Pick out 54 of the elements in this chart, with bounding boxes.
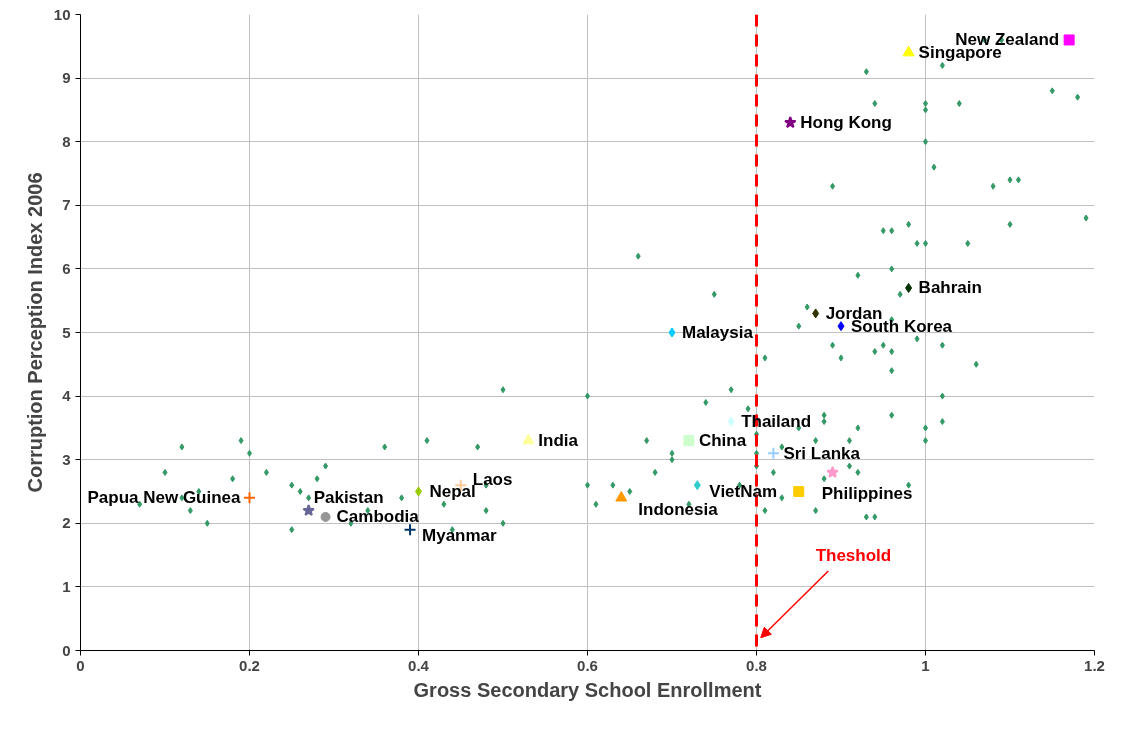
series-label: Philippines bbox=[821, 484, 913, 503]
point bbox=[784, 116, 797, 129]
y-tick-label: 6 bbox=[62, 259, 71, 277]
point bbox=[615, 491, 628, 502]
y-tick-label: 4 bbox=[62, 387, 72, 405]
y-tick-label: 3 bbox=[62, 450, 71, 468]
x-tick-label: 1 bbox=[921, 656, 930, 674]
series-label: Papua New Guinea bbox=[87, 488, 242, 508]
y-tick-label: 7 bbox=[62, 196, 71, 214]
x-tick-label: 0.2 bbox=[239, 656, 260, 674]
point bbox=[905, 282, 913, 293]
series-label: Sri Lanka bbox=[783, 443, 861, 463]
point bbox=[826, 465, 839, 478]
y-tick-label: 10 bbox=[53, 5, 71, 23]
x-tick-label: 0.6 bbox=[577, 656, 598, 674]
point bbox=[902, 45, 915, 57]
series-label: China bbox=[698, 431, 747, 451]
ref-line-label: Theshold bbox=[815, 545, 892, 565]
point bbox=[320, 511, 331, 522]
y-axis-title: Corruption Perception Index 2006 bbox=[23, 172, 46, 493]
point bbox=[1063, 34, 1075, 46]
series-label: India bbox=[538, 431, 579, 451]
x-tick-label: 0 bbox=[76, 656, 85, 674]
point bbox=[727, 416, 735, 427]
series-label: Bahrain bbox=[918, 278, 982, 298]
x-tick-label: 0.4 bbox=[408, 656, 430, 674]
y-tick-label: 0 bbox=[62, 641, 71, 659]
point bbox=[766, 446, 780, 460]
point bbox=[522, 433, 535, 445]
point bbox=[693, 480, 701, 491]
series-label: Malaysia bbox=[682, 323, 754, 342]
point bbox=[812, 308, 820, 319]
series-label: Indonesia bbox=[638, 500, 719, 520]
series-label: VietNam bbox=[709, 481, 778, 501]
y-tick-label: 2 bbox=[62, 514, 71, 532]
series-label: Pakistan bbox=[313, 488, 384, 508]
x-axis-title: Gross Secondary School Enrollment bbox=[413, 678, 762, 701]
series-label: Cambodia bbox=[336, 507, 420, 527]
point bbox=[243, 491, 256, 505]
point bbox=[837, 321, 845, 332]
series-label: Hong Kong bbox=[800, 113, 892, 133]
point bbox=[668, 327, 676, 338]
point bbox=[302, 504, 315, 517]
series-label: Myanmar bbox=[422, 526, 498, 546]
x-tick-label: 1.2 bbox=[1084, 656, 1105, 674]
y-tick-label: 5 bbox=[62, 323, 71, 341]
y-tick-label: 1 bbox=[62, 577, 71, 595]
x-tick-label: 0.8 bbox=[746, 656, 767, 674]
point bbox=[403, 523, 417, 537]
point bbox=[793, 486, 805, 497]
point bbox=[683, 435, 695, 447]
series-label: New Zealand bbox=[955, 30, 1060, 50]
y-tick-label: 9 bbox=[62, 69, 71, 87]
y-tick-label: 8 bbox=[62, 132, 71, 150]
